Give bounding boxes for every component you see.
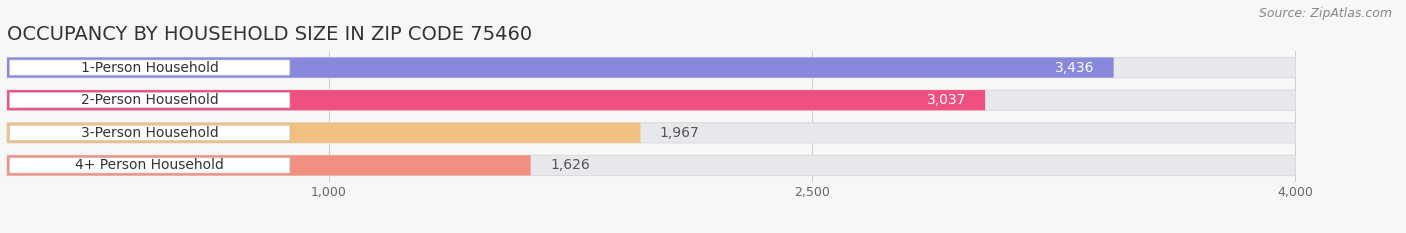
FancyBboxPatch shape (10, 158, 290, 173)
Text: 1-Person Household: 1-Person Household (80, 61, 219, 75)
FancyBboxPatch shape (7, 123, 641, 143)
FancyBboxPatch shape (10, 125, 290, 140)
Text: 1,626: 1,626 (550, 158, 589, 172)
FancyBboxPatch shape (10, 93, 290, 108)
FancyBboxPatch shape (7, 90, 986, 110)
FancyBboxPatch shape (7, 155, 530, 175)
FancyBboxPatch shape (7, 58, 1114, 78)
Text: Source: ZipAtlas.com: Source: ZipAtlas.com (1258, 7, 1392, 20)
FancyBboxPatch shape (7, 58, 1295, 78)
FancyBboxPatch shape (7, 155, 1295, 175)
Text: 1,967: 1,967 (659, 126, 700, 140)
Text: 3,436: 3,436 (1054, 61, 1094, 75)
FancyBboxPatch shape (7, 123, 1295, 143)
Text: 2-Person Household: 2-Person Household (80, 93, 218, 107)
Text: 3-Person Household: 3-Person Household (80, 126, 218, 140)
Text: OCCUPANCY BY HOUSEHOLD SIZE IN ZIP CODE 75460: OCCUPANCY BY HOUSEHOLD SIZE IN ZIP CODE … (7, 25, 531, 44)
FancyBboxPatch shape (10, 60, 290, 75)
Text: 4+ Person Household: 4+ Person Household (76, 158, 224, 172)
FancyBboxPatch shape (7, 90, 1295, 110)
Text: 3,037: 3,037 (927, 93, 966, 107)
